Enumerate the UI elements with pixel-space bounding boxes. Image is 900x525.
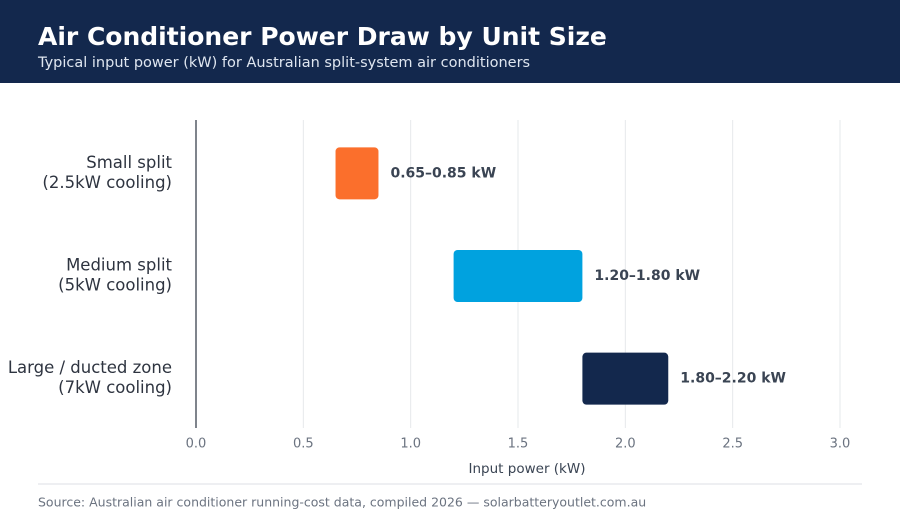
- y-tick-label: (5kW cooling): [58, 276, 172, 295]
- bar: [335, 147, 379, 200]
- chart-subtitle: Typical input power (kW) for Australian …: [37, 55, 530, 71]
- x-tick-label: 1.5: [508, 437, 529, 452]
- y-tick-label: Large / ducted zone: [8, 358, 172, 377]
- x-tick-label: 2.5: [722, 437, 743, 452]
- bar: [582, 352, 669, 405]
- header-band: [0, 0, 900, 83]
- x-tick-label: 3.0: [830, 437, 851, 452]
- y-tick-label: (7kW cooling): [58, 378, 172, 397]
- value-label: 1.20–1.80 kW: [594, 268, 700, 284]
- y-tick-label: Small split: [86, 153, 172, 172]
- x-tick-label: 0.5: [293, 437, 314, 452]
- x-axis-label: Input power (kW): [469, 461, 586, 477]
- y-tick-label: Medium split: [66, 256, 172, 275]
- y-tick-label: (2.5kW cooling): [42, 173, 172, 192]
- value-label: 0.65–0.85 kW: [390, 165, 496, 181]
- chart-title: Air Conditioner Power Draw by Unit Size: [38, 22, 607, 51]
- value-label: 1.80–2.20 kW: [680, 371, 786, 387]
- x-tick-label: 1.0: [400, 437, 421, 452]
- x-tick-label: 0.0: [186, 437, 207, 452]
- bar: [453, 250, 583, 302]
- source-note: Source: Australian air conditioner runni…: [38, 495, 646, 510]
- x-tick-label: 2.0: [615, 437, 636, 452]
